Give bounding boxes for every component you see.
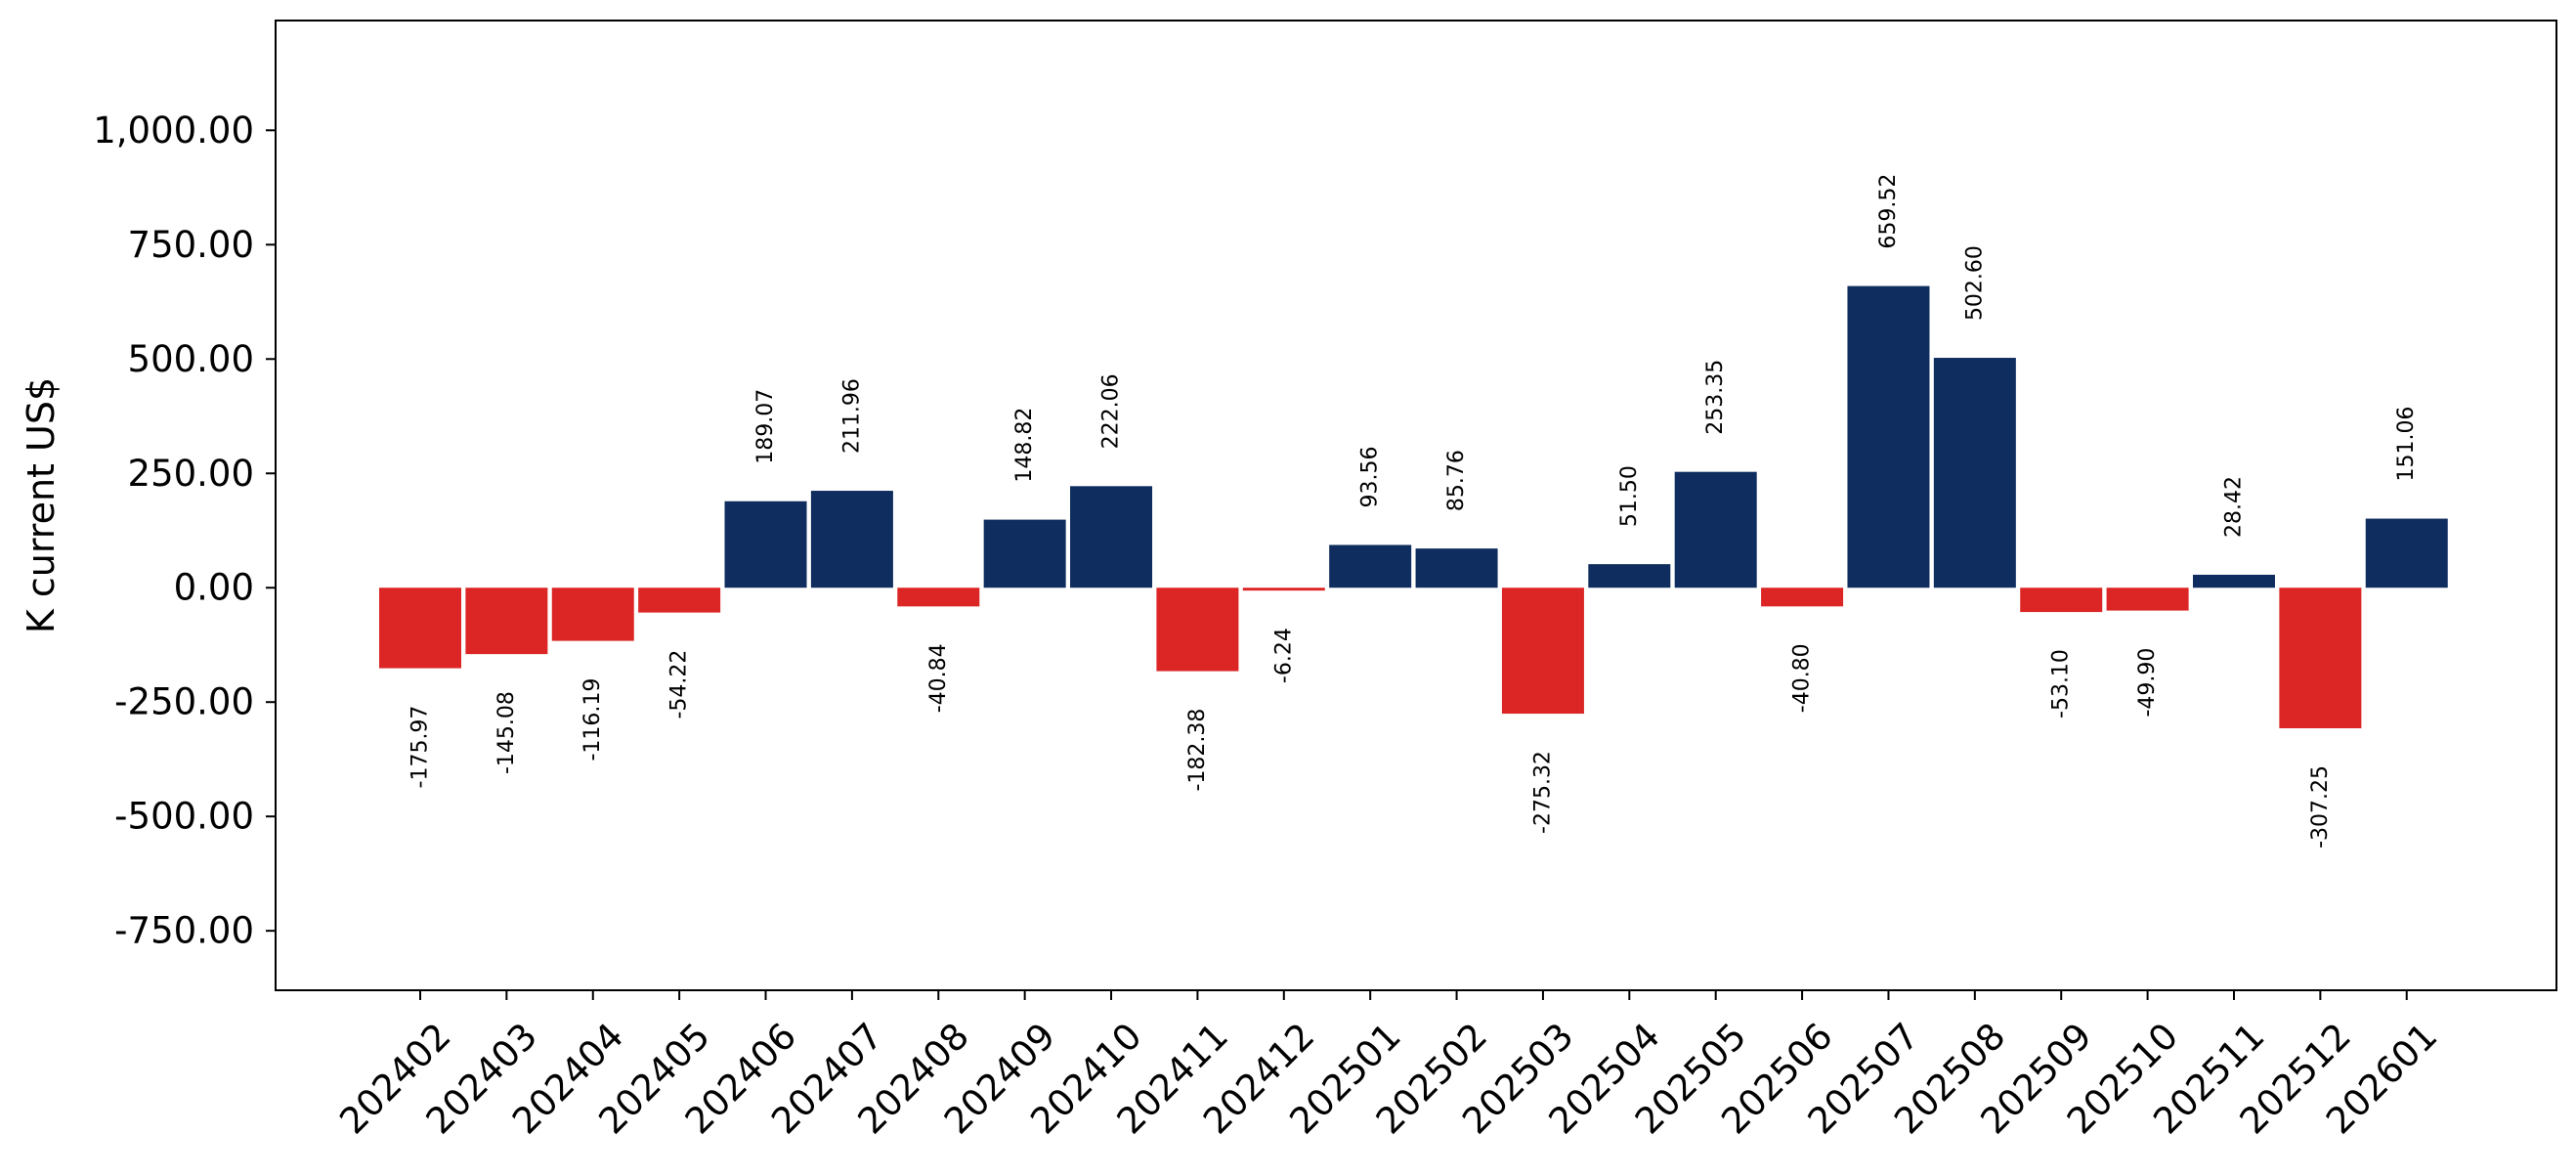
data-label-202503: -275.32	[1530, 751, 1555, 834]
y-axis: -750.00 -500.00 -250.00 0.00 250.00 500.00 750…	[93, 109, 276, 952]
bar-202412	[1242, 588, 1325, 591]
bar-202504	[1588, 564, 1671, 588]
data-label-202411: -182.38	[1185, 709, 1210, 792]
data-label-202402: -175.97	[408, 706, 433, 789]
y-tick-label: -250.00	[114, 681, 254, 723]
y-tick-label: -750.00	[114, 910, 254, 952]
y-tick-label: -500.00	[114, 796, 254, 838]
bar-202408	[897, 588, 980, 607]
bar-202410	[1070, 486, 1153, 588]
y-tick-label: 750.00	[128, 224, 254, 266]
data-label-202410: 222.06	[1099, 373, 1124, 449]
data-label-202601: 151.06	[2394, 407, 2419, 482]
bar-202508	[1933, 358, 2016, 588]
data-label-202509: -53.10	[2049, 649, 2074, 719]
bar-202512	[2279, 588, 2362, 728]
data-label-202502: 85.76	[1444, 450, 1469, 511]
data-label-202408: -40.84	[926, 643, 951, 713]
bar-202511	[2192, 574, 2275, 588]
x-axis: 2024022024032024042024052024062024072024…	[331, 990, 2445, 1142]
bar-202601	[2365, 518, 2448, 588]
data-label-202412: -6.24	[1271, 628, 1296, 683]
data-label-202406: 189.07	[753, 389, 778, 464]
bar-202507	[1847, 285, 1930, 588]
bar-202409	[983, 519, 1066, 588]
bar-202402	[379, 588, 461, 669]
data-label-202403: -145.08	[494, 691, 519, 774]
bar-202510	[2106, 588, 2189, 611]
data-labels-layer: -175.97 -145.08 -116.19 -54.22 189.07 211.96 -…	[408, 174, 2420, 849]
bar-202503	[1501, 588, 1584, 715]
bar-202502	[1415, 548, 1498, 588]
bar-202509	[2020, 588, 2103, 613]
bar-202404	[551, 588, 634, 641]
y-axis-label: K current US$	[20, 377, 63, 633]
data-label-202505: 253.35	[1703, 360, 1728, 435]
data-label-202512: -307.25	[2308, 765, 2333, 849]
y-tick-label: 500.00	[128, 338, 254, 380]
plot-frame	[275, 20, 2557, 991]
data-label-202501: 93.56	[1358, 446, 1383, 507]
data-label-202508: 502.60	[1962, 245, 1987, 321]
bar-202506	[1761, 588, 1844, 607]
bar-202406	[724, 501, 807, 588]
data-label-202510: -49.90	[2135, 648, 2160, 718]
data-label-202507: 659.52	[1876, 174, 1901, 249]
bar-202505	[1674, 471, 1757, 588]
data-label-202511: 28.42	[2221, 476, 2246, 538]
data-label-202404: -116.19	[580, 678, 605, 762]
bar-202403	[465, 588, 548, 655]
y-tick-label: 0.00	[174, 567, 254, 609]
y-tick-label: 250.00	[128, 453, 254, 495]
data-label-202409: 148.82	[1012, 408, 1037, 483]
bars-layer	[379, 285, 2448, 728]
data-label-202506: -40.80	[1790, 643, 1815, 713]
data-label-202407: 211.96	[839, 378, 864, 454]
bar-202407	[810, 491, 893, 588]
bar-202411	[1156, 588, 1239, 672]
y-tick-label: 1,000.00	[93, 109, 254, 152]
bar-202405	[638, 588, 721, 613]
bar-202501	[1329, 544, 1412, 588]
data-label-202504: 51.50	[1617, 465, 1642, 527]
data-label-202405: -54.22	[667, 650, 692, 719]
